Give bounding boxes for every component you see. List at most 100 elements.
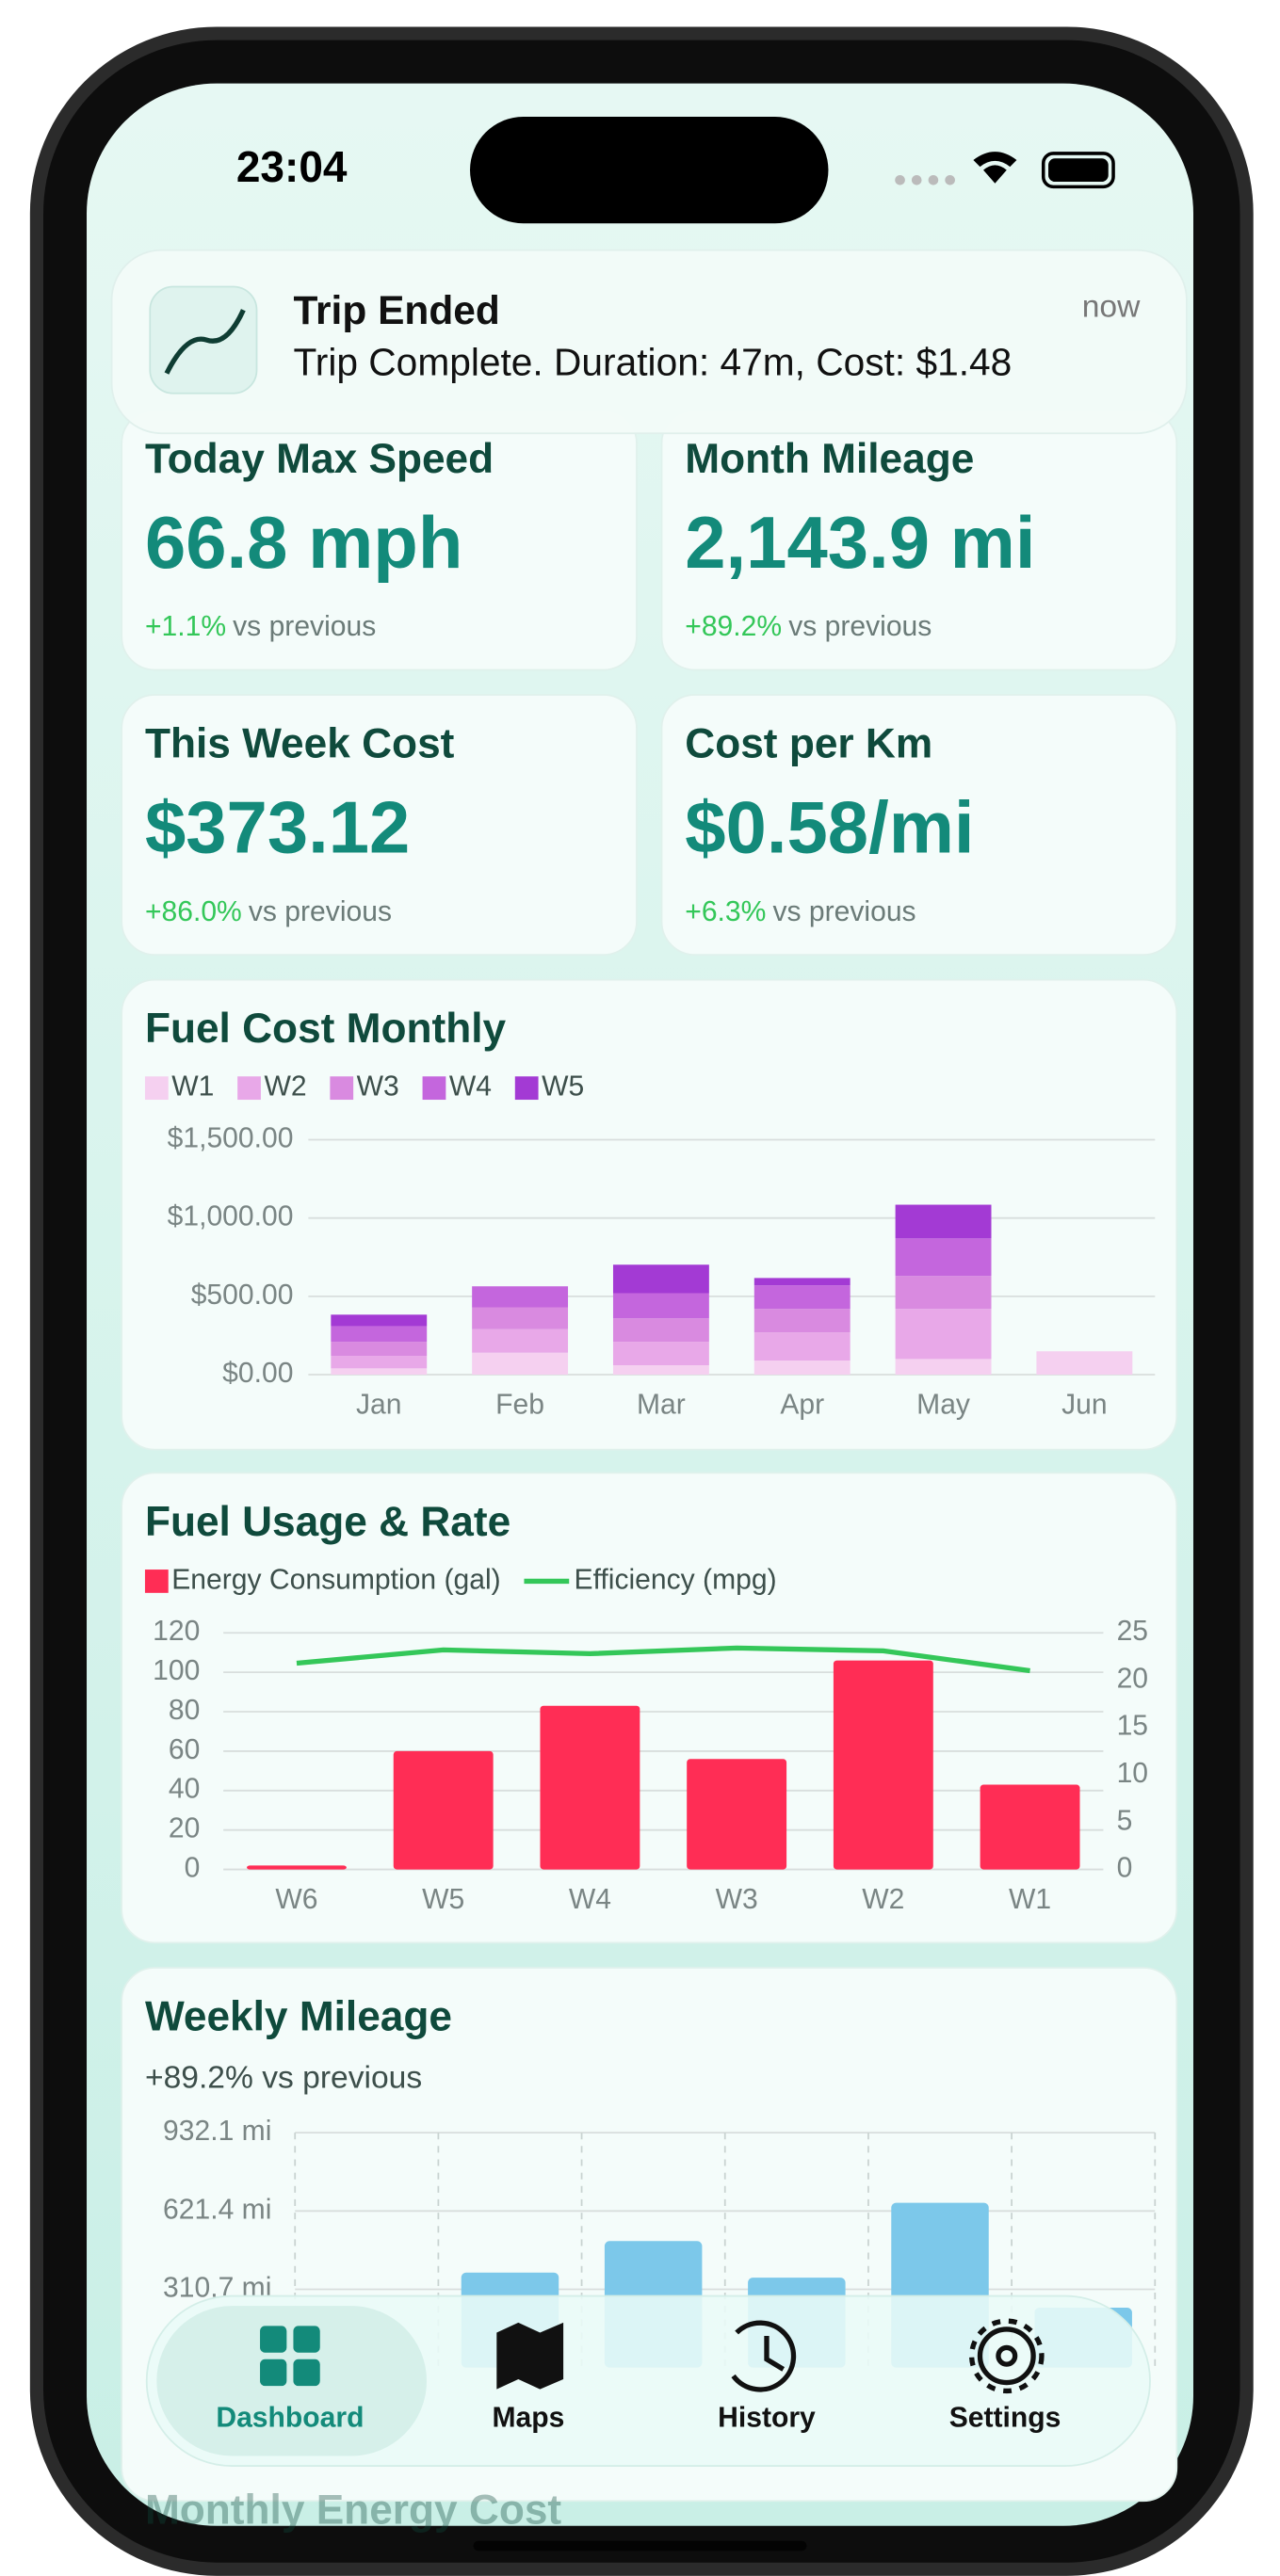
x-tick-label: May: [916, 1390, 970, 1421]
bar-segment: [331, 1314, 428, 1327]
legend-label: Efficiency (mpg): [575, 1564, 777, 1595]
bar-segment: [472, 1352, 569, 1376]
chart-title: Weekly Mileage: [145, 1994, 452, 2040]
y-tick-label: $1,500.00: [168, 1122, 294, 1153]
x-tick-label: Feb: [495, 1390, 544, 1421]
x-tick-label: W5: [422, 1884, 464, 1915]
legend-label: W2: [264, 1071, 306, 1103]
maps-icon: [496, 2322, 564, 2390]
stat-comparison: vs previous: [772, 896, 915, 927]
dashboard-icon: [260, 2326, 320, 2387]
bar-segment: [612, 1293, 709, 1319]
chart-title: Fuel Cost Monthly: [145, 1006, 507, 1052]
tab-selected-background: [156, 2306, 427, 2456]
legend-swatch: [330, 1076, 354, 1101]
stat-value: 2,143.9 mi: [685, 503, 1035, 584]
legend-label: W3: [357, 1071, 399, 1103]
y2-tick-label: 10: [1117, 1758, 1148, 1789]
y-tick-label: $0.00: [222, 1358, 293, 1389]
legend-swatch: [144, 1570, 169, 1593]
y2-tick-label: 5: [1117, 1805, 1133, 1836]
bar-segment: [331, 1356, 428, 1369]
legend-swatch: [514, 1076, 539, 1101]
y-tick-label: 120: [153, 1616, 200, 1647]
y-tick-label: 80: [169, 1695, 200, 1726]
legend-label: W4: [449, 1071, 492, 1103]
stat-change: +6.3%: [685, 896, 766, 927]
chart-subtitle: +89.2% vs previous: [145, 2060, 422, 2095]
stat-comparison: vs previous: [249, 896, 392, 927]
dynamic-island: [470, 117, 829, 224]
stat-title: This Week Cost: [145, 721, 455, 767]
legend-label: W5: [542, 1071, 584, 1103]
status-time: 23:04: [236, 142, 348, 191]
stat-value: $0.58/mi: [685, 787, 974, 868]
bar: [540, 1705, 640, 1870]
x-tick-label: Jan: [356, 1390, 402, 1421]
stat-title: Today Max Speed: [145, 436, 494, 482]
stat-change: +89.2%: [685, 611, 782, 642]
x-tick-label: Jun: [1061, 1390, 1108, 1421]
x-tick-label: W2: [862, 1884, 904, 1915]
legend-swatch: [422, 1076, 446, 1101]
bar-segment: [895, 1238, 992, 1277]
bar-segment: [895, 1309, 992, 1360]
legend-label: Energy Consumption (gal): [171, 1564, 500, 1595]
y-tick-label: 0: [185, 1853, 201, 1884]
bar-segment: [331, 1342, 428, 1357]
tab-label[interactable]: Settings: [949, 2402, 1061, 2433]
bar-segment: [612, 1318, 709, 1343]
bar-segment: [753, 1278, 851, 1286]
history-icon: [731, 2320, 797, 2392]
efficiency-line: [296, 1645, 1030, 1674]
legend-label: W1: [171, 1071, 214, 1103]
bar-segment: [472, 1286, 569, 1308]
y-tick-label: $500.00: [191, 1280, 294, 1311]
bar-segment: [612, 1342, 709, 1366]
stat-change: +86.0%: [145, 896, 242, 927]
bar-segment: [612, 1264, 709, 1294]
app-icon-graph: [164, 309, 246, 375]
y2-tick-label: 20: [1117, 1664, 1148, 1695]
stat-comparison: vs previous: [788, 611, 932, 642]
y2-tick-label: 15: [1117, 1711, 1148, 1742]
bar-segment: [472, 1307, 569, 1329]
tab-label[interactable]: Dashboard: [216, 2402, 364, 2433]
bar-segment: [472, 1328, 569, 1353]
bar-segment: [1036, 1351, 1133, 1376]
x-tick-label: Apr: [780, 1390, 824, 1421]
bar-segment: [331, 1368, 428, 1376]
notification-banner[interactable]: [110, 249, 1188, 435]
tab-label[interactable]: Maps: [492, 2402, 564, 2433]
bar-segment: [331, 1326, 428, 1343]
bar: [393, 1750, 494, 1870]
bar: [980, 1784, 1080, 1870]
stat-value: 66.8 mph: [145, 503, 462, 584]
settings-icon: [968, 2318, 1045, 2394]
stat-change: +1.1%: [145, 611, 226, 642]
chart-title: Fuel Usage & Rate: [145, 1499, 510, 1545]
tab-label[interactable]: History: [718, 2402, 816, 2433]
status-icons: [895, 152, 1115, 189]
y-tick-label: 621.4 mi: [163, 2194, 271, 2225]
y-tick-label: 932.1 mi: [163, 2116, 271, 2147]
x-tick-label: W4: [569, 1884, 611, 1915]
stat-card: [121, 694, 638, 956]
home-indicator: [473, 2540, 807, 2552]
next-section-title: Monthly Energy Cost: [145, 2487, 561, 2533]
tab-bar: Dashboard Maps History Settings: [145, 2294, 1151, 2467]
bar-segment: [612, 1365, 709, 1376]
bar-segment: [753, 1309, 851, 1333]
y-tick-label: 40: [169, 1774, 200, 1805]
bar-segment: [895, 1276, 992, 1310]
bar-segment: [895, 1359, 992, 1376]
legend-swatch: [237, 1076, 261, 1101]
notification-title: Trip Ended: [293, 288, 499, 332]
y-tick-label: $1,000.00: [168, 1201, 294, 1232]
stat-card: [660, 694, 1178, 956]
notification[interactable]: Trip Ended Trip Complete. Duration: 47m,…: [110, 249, 1188, 435]
stat-value: $373.12: [145, 787, 410, 868]
bar-segment: [753, 1332, 851, 1361]
